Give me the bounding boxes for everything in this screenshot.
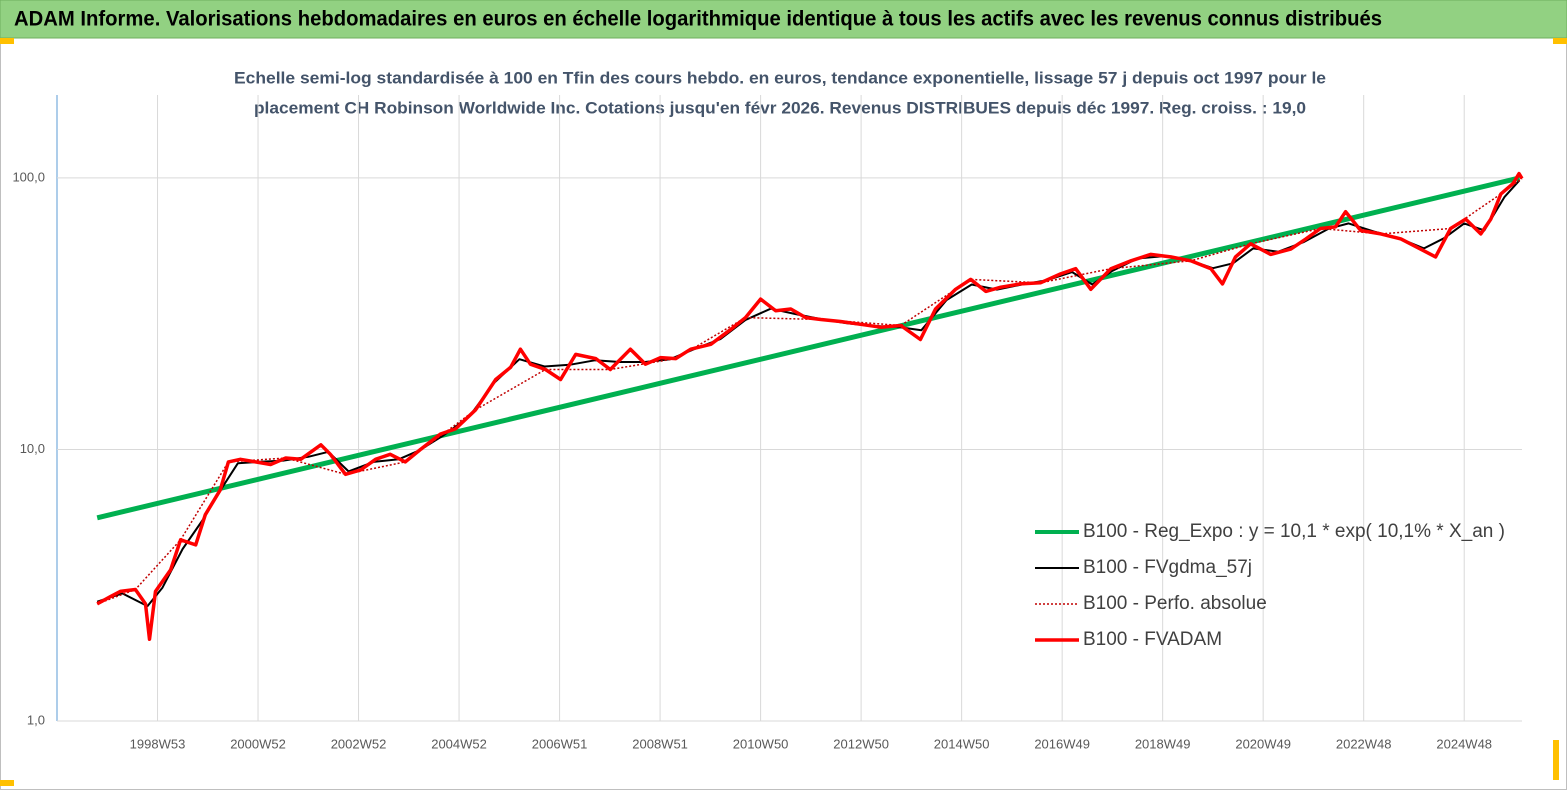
y-tick-label: 10,0 xyxy=(20,441,45,456)
series-line xyxy=(96,177,1523,605)
legend-label: B100 - FVgdma_57j xyxy=(1083,557,1252,578)
x-tick-label: 2018W49 xyxy=(1135,736,1191,751)
header-title: ADAM Informe. Valorisations hebdomadaire… xyxy=(14,8,1382,31)
corner xyxy=(0,780,14,786)
corner xyxy=(0,38,14,44)
subtitle: placement CH Robinson Worldwide Inc. Cot… xyxy=(254,98,1306,117)
y-tick-label: 100,0 xyxy=(12,169,45,184)
x-tick-label: 2014W50 xyxy=(934,736,990,751)
x-tick-label: 2010W50 xyxy=(733,736,789,751)
x-tick-label: 2020W49 xyxy=(1235,736,1291,751)
legend-label: B100 - Perfo. absolue xyxy=(1083,593,1267,614)
x-tick-label: 2016W49 xyxy=(1034,736,1090,751)
x-tick-label: 2022W48 xyxy=(1336,736,1392,751)
x-tick-label: 2024W48 xyxy=(1436,736,1492,751)
header-bar xyxy=(0,0,1567,39)
corner xyxy=(1553,38,1567,44)
x-tick-label: 2006W51 xyxy=(532,736,588,751)
x-tick-label: 2004W52 xyxy=(431,736,487,751)
x-tick-label: 2012W50 xyxy=(833,736,889,751)
x-tick-label: 2008W51 xyxy=(632,736,688,751)
x-tick-label: 2000W52 xyxy=(230,736,286,751)
y-tick-label: 1,0 xyxy=(27,712,45,727)
legend-label: B100 - Reg_Expo : y = 10,1 * exp( 10,1% … xyxy=(1083,521,1505,542)
subtitle: Echelle semi-log standardisée à 100 en T… xyxy=(234,68,1326,87)
x-tick-label: 2002W52 xyxy=(331,736,387,751)
x-tick-label: 1998W53 xyxy=(130,736,186,751)
series-line xyxy=(96,171,1524,642)
legend-label: B100 - FVADAM xyxy=(1083,629,1222,650)
corner xyxy=(1553,740,1559,780)
